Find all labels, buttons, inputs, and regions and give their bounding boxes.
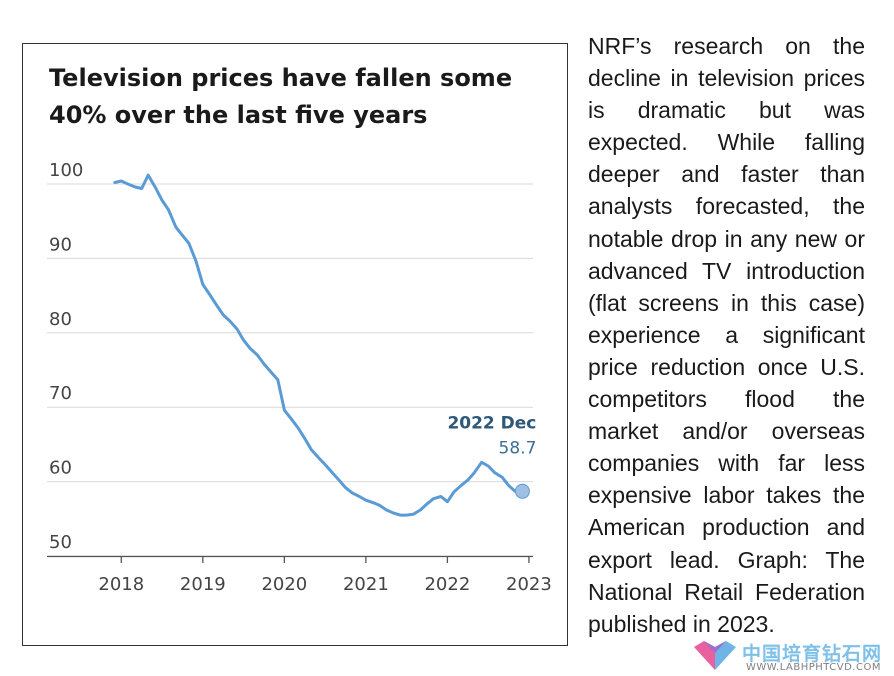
watermark-url: WWW.LABHPHTCVD.COM bbox=[746, 662, 881, 673]
watermark: 中国培育钻石网 WWW.LABHPHTCVD.COM bbox=[692, 638, 892, 674]
end-point-marker bbox=[514, 483, 530, 499]
annotation-value-label: 58.7 bbox=[499, 438, 537, 458]
chart-panel: Television prices have fallen some 40% o… bbox=[22, 43, 568, 646]
y-tick-label: 50 bbox=[49, 532, 72, 553]
x-tick-label: 2021 bbox=[343, 574, 389, 595]
y-tick-label: 80 bbox=[49, 309, 72, 330]
series-line bbox=[113, 173, 524, 517]
x-tick-label: 2023 bbox=[506, 574, 552, 595]
watermark-site-name: 中国培育钻石网 bbox=[742, 643, 883, 665]
diamond-logo-icon bbox=[694, 641, 736, 670]
x-tick-label: 2018 bbox=[98, 574, 144, 595]
y-tick-label: 70 bbox=[49, 383, 72, 404]
y-tick-label: 90 bbox=[49, 234, 72, 255]
y-tick-label: 60 bbox=[49, 458, 72, 479]
x-tick-label: 2022 bbox=[424, 574, 470, 595]
line-chart: 100 90 80 70 60 50 2018 2019 2020 2021 2022 2023 202… bbox=[47, 160, 552, 595]
x-tick-label: 2020 bbox=[261, 574, 307, 595]
x-tick-label: 2019 bbox=[180, 574, 226, 595]
annotation-date-label: 2022 Dec bbox=[447, 413, 536, 433]
description-text: NRF’s research on the decline in televis… bbox=[588, 33, 865, 637]
chart-title: Television prices have fallen some 40% o… bbox=[49, 64, 513, 129]
y-tick-label: 100 bbox=[49, 160, 83, 181]
